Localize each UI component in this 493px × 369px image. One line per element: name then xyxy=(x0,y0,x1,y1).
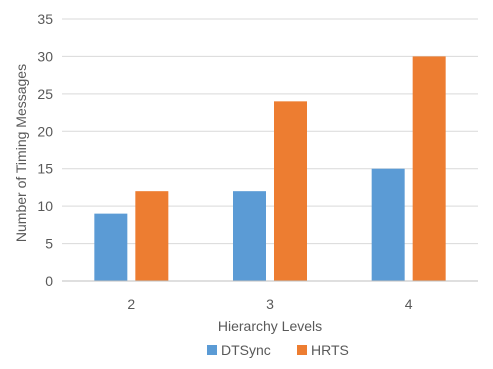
y-axis-ticks: 0 5 10 15 20 25 30 35 xyxy=(37,11,53,289)
bar-dtsync-3 xyxy=(233,191,266,281)
legend-swatch-hrts xyxy=(297,345,307,355)
bars xyxy=(94,56,446,281)
x-tick-label: 3 xyxy=(266,296,274,312)
legend-swatch-dtsync xyxy=(207,345,217,355)
gridlines xyxy=(62,18,478,245)
y-axis-title: Number of Timing Messages xyxy=(13,64,29,242)
x-axis-title: Hierarchy Levels xyxy=(218,318,322,334)
bar-hrts-4 xyxy=(412,56,446,281)
bar-hrts-3 xyxy=(274,101,307,281)
y-tick-label: 0 xyxy=(45,273,53,289)
legend-label-hrts: HRTS xyxy=(311,342,349,358)
y-tick-label: 35 xyxy=(37,11,53,27)
y-tick-label: 25 xyxy=(37,86,53,102)
x-tick-label: 2 xyxy=(127,296,135,312)
x-tick-label: 4 xyxy=(405,296,413,312)
legend-label-dtsync: DTSync xyxy=(221,342,271,358)
bar-dtsync-4 xyxy=(371,168,405,281)
legend: DTSync HRTS xyxy=(207,342,349,358)
y-tick-label: 10 xyxy=(37,198,53,214)
x-axis-ticks: 2 3 4 xyxy=(127,296,412,312)
y-tick-label: 30 xyxy=(37,48,53,64)
y-tick-label: 20 xyxy=(37,123,53,139)
y-tick-label: 15 xyxy=(37,161,53,177)
y-tick-label: 5 xyxy=(45,236,53,252)
bar-hrts-2 xyxy=(135,191,169,281)
bar-dtsync-2 xyxy=(94,213,128,281)
